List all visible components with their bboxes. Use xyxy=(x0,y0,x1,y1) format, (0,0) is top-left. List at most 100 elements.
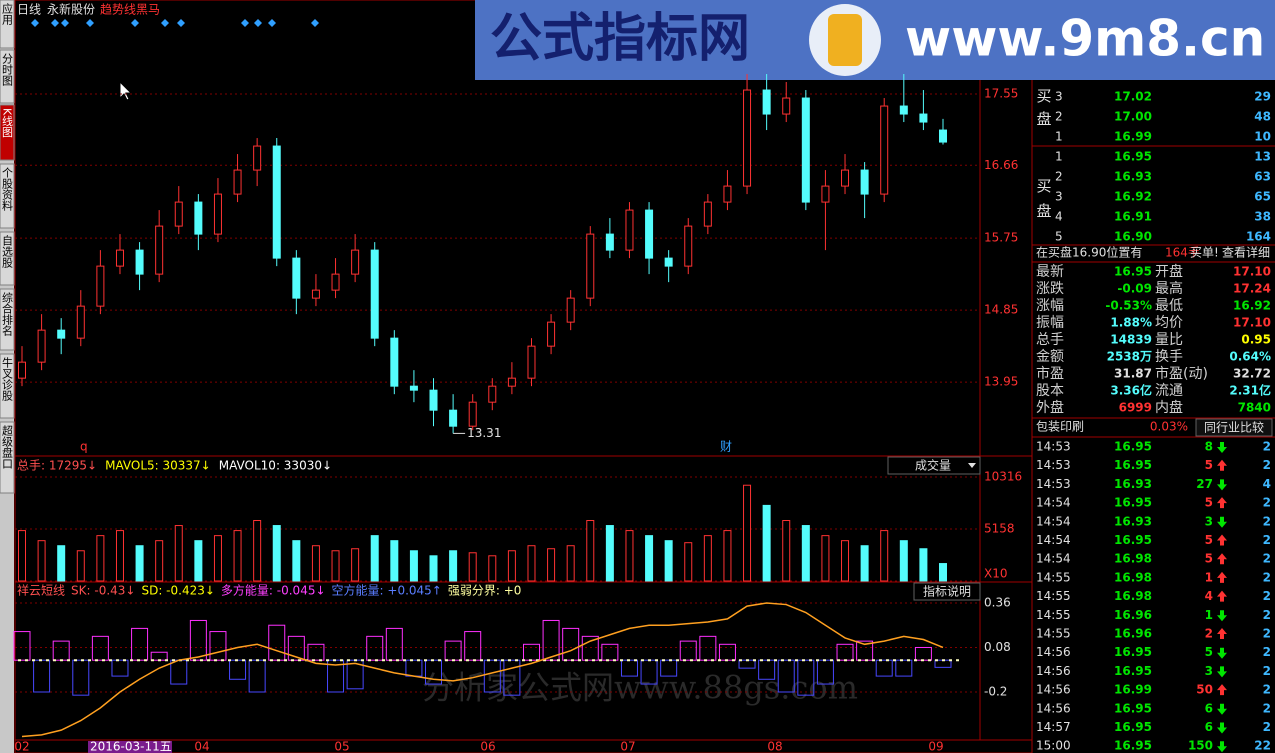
trade-price: 16.95 xyxy=(1114,533,1152,547)
signal-diamond xyxy=(254,19,262,27)
indicator-legend: SK: -0.43↓ xyxy=(71,584,135,598)
sidebar-tab[interactable] xyxy=(0,288,15,351)
industry-button-label[interactable]: 同行业比较 xyxy=(1204,420,1264,435)
candle-body xyxy=(429,389,438,411)
candle-body xyxy=(703,201,712,227)
sidebar-tab-label[interactable]: 自选股 xyxy=(1,235,14,269)
indicator-help-label[interactable]: 指标说明 xyxy=(923,584,971,599)
volume-bar xyxy=(625,530,634,582)
y-tick-label: 0.36 xyxy=(984,595,1011,609)
sidebar-tab-label[interactable]: 综合排名 xyxy=(1,291,14,336)
energy-bar xyxy=(758,659,776,680)
indicator-help-button[interactable] xyxy=(913,582,981,601)
energy-bar xyxy=(797,659,815,696)
sidebar-tab[interactable] xyxy=(0,163,15,229)
y-tick-label: 0.08 xyxy=(984,640,1011,654)
signal-diamond xyxy=(241,19,249,27)
candle-body xyxy=(135,249,144,275)
sidebar-tab-label[interactable]: 应用 xyxy=(1,2,14,26)
trade-volume: 150 xyxy=(1188,739,1213,753)
trade-time: 14:55 xyxy=(1036,589,1071,603)
book-price: 16.95 xyxy=(1114,150,1152,164)
volume-bar xyxy=(939,563,947,582)
sidebar-tab-label[interactable]: 分时图 xyxy=(1,53,14,87)
quote-value: 31.87 xyxy=(1114,367,1152,381)
quote-label: 金额 xyxy=(1036,349,1064,365)
x-tick-label: 08 xyxy=(767,740,782,753)
quote-value: 17.10 xyxy=(1233,316,1271,330)
candle-body xyxy=(370,249,379,339)
volume-bar xyxy=(762,504,771,582)
sidebar-tab[interactable] xyxy=(0,421,15,494)
trade-price: 16.98 xyxy=(1114,589,1152,603)
book-level: 3 xyxy=(1055,190,1063,204)
sidebar-tab-label[interactable]: 超级盘口 xyxy=(1,424,14,469)
sidebar-tab-label[interactable]: 个股资料 xyxy=(1,167,14,212)
volume-selector[interactable] xyxy=(887,456,981,475)
sidebar-tab[interactable] xyxy=(0,231,15,286)
volume-bar xyxy=(311,545,320,582)
energy-bar xyxy=(601,643,619,661)
candle-body xyxy=(547,321,556,347)
sidebar-tab[interactable] xyxy=(0,104,15,161)
trade-direction xyxy=(1217,553,1227,565)
candle-body xyxy=(331,273,340,291)
book-level: 2 xyxy=(1055,110,1063,124)
book-price: 17.00 xyxy=(1114,110,1152,124)
quote-value: 7840 xyxy=(1238,401,1271,415)
trade-count: 2 xyxy=(1263,664,1271,678)
trade-direction xyxy=(1217,703,1227,715)
trade-count: 2 xyxy=(1263,552,1271,566)
alert-link[interactable]: 查看详细 xyxy=(1222,245,1270,260)
trade-direction xyxy=(1217,590,1227,602)
volume-bar xyxy=(331,550,340,582)
trade-volume: 5 xyxy=(1205,552,1213,566)
book-volume: 13 xyxy=(1254,150,1271,164)
candle-body xyxy=(939,129,947,143)
quote-label: 换手 xyxy=(1155,348,1183,365)
x-tick-label: 05 xyxy=(334,740,349,753)
sidebar-tab-label[interactable]: K线图 xyxy=(1,108,14,138)
x-tick-label: 02 xyxy=(14,740,29,753)
quote-value: 0.64% xyxy=(1229,350,1271,364)
sidebar-tab[interactable] xyxy=(0,0,15,49)
volume-legend: MAVOL10: 33030↓ xyxy=(219,459,332,473)
trade-price: 16.95 xyxy=(1114,440,1152,454)
trade-count: 2 xyxy=(1263,627,1271,641)
alert-text: 在买盘16.90位置有 xyxy=(1036,245,1142,260)
y-tick-label: -0.2 xyxy=(984,684,1007,698)
event-marker: q xyxy=(80,440,88,454)
volume-legend: 总手: 17295↓ xyxy=(17,459,97,473)
trade-time: 14:55 xyxy=(1036,608,1071,622)
candle-body xyxy=(468,401,477,427)
trade-price: 16.95 xyxy=(1114,645,1152,659)
sidebar-tab[interactable] xyxy=(0,49,15,104)
sidebar-tab-label[interactable]: 牛叉诊股 xyxy=(1,356,14,402)
volume-bar xyxy=(194,540,203,582)
energy-bar xyxy=(483,659,501,693)
volume-bar xyxy=(743,484,752,582)
industry-button[interactable] xyxy=(1195,418,1273,437)
energy-bar xyxy=(503,659,521,696)
energy-bar xyxy=(72,659,90,696)
quote-label: 流通 xyxy=(1155,383,1183,399)
book-price: 16.99 xyxy=(1114,130,1152,144)
book-price: 16.92 xyxy=(1114,190,1152,204)
trade-time: 14:56 xyxy=(1036,701,1071,715)
book-level: 1 xyxy=(1055,130,1063,144)
quote-value: 17.24 xyxy=(1233,282,1271,296)
sidebar-tab[interactable] xyxy=(0,353,15,419)
signal-diamond xyxy=(86,19,94,27)
quote-value: -0.09 xyxy=(1117,282,1152,296)
dropdown-arrow[interactable] xyxy=(968,463,976,468)
trade-price: 16.93 xyxy=(1114,477,1152,491)
energy-bar xyxy=(581,635,599,661)
candle-body xyxy=(213,193,222,235)
candle-body xyxy=(292,257,301,299)
indicator-legend: 强弱分界: +0 xyxy=(448,584,522,598)
energy-bar xyxy=(562,627,580,661)
candle-body xyxy=(684,225,693,267)
volume-selector-label[interactable]: 成交量 xyxy=(915,458,951,473)
book-level: 4 xyxy=(1055,210,1063,224)
